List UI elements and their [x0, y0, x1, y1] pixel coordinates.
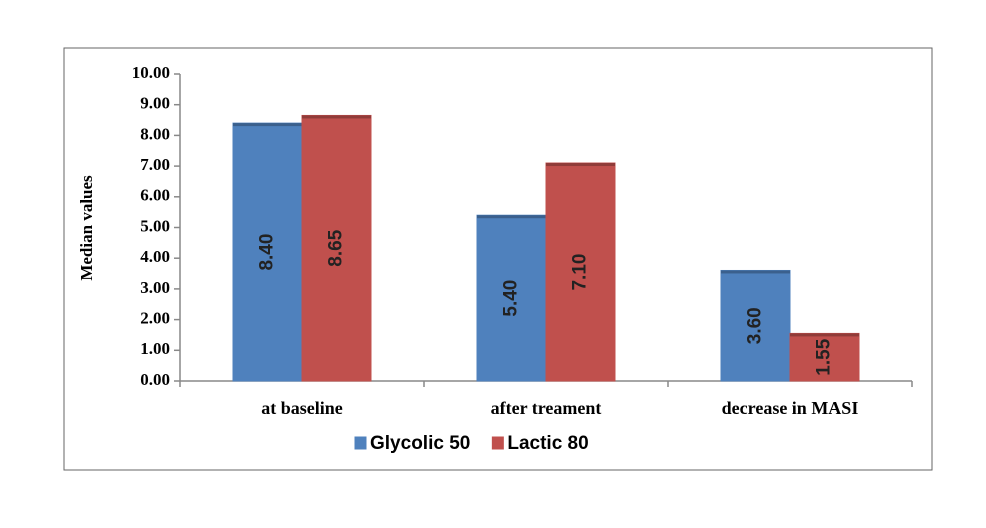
bar: [232, 122, 303, 382]
bar: [789, 332, 860, 382]
value-label: 8.65: [326, 229, 347, 266]
bar: [545, 162, 616, 382]
y-tick-label: 6.00: [140, 186, 170, 205]
x-tick-label: decrease in MASI: [722, 398, 859, 418]
value-label: 1.55: [814, 338, 835, 375]
legend-label: Lactic 80: [507, 433, 588, 454]
x-tick-label: at baseline: [261, 398, 343, 418]
y-tick-label: 2.00: [140, 309, 170, 328]
bar-top: [790, 333, 859, 337]
y-tick-label: 4.00: [140, 247, 170, 266]
bar-top: [546, 163, 615, 167]
legend-label: Glycolic 50: [370, 433, 470, 454]
y-tick-label: 7.00: [140, 155, 170, 174]
bar-top: [721, 270, 790, 274]
bar-top: [477, 215, 546, 219]
y-tick-label: 8.00: [140, 124, 170, 143]
bar: [301, 114, 372, 382]
bar-top: [233, 123, 302, 127]
bar-top: [302, 115, 371, 119]
y-tick-label: 3.00: [140, 278, 170, 297]
legend-swatch: [491, 436, 504, 450]
y-tick-label: 5.00: [140, 216, 170, 235]
y-tick-label: 0.00: [140, 370, 170, 389]
y-tick-label: 9.00: [140, 94, 170, 113]
y-axis-title: Median values: [77, 175, 96, 281]
value-label: 8.40: [257, 234, 278, 271]
value-label: 3.60: [745, 307, 766, 344]
y-tick-label: 10.00: [132, 63, 170, 82]
x-tick-label: after treament: [491, 398, 602, 418]
y-tick-label: 1.00: [140, 339, 170, 358]
legend-swatch: [354, 436, 367, 450]
value-label: 7.10: [570, 254, 591, 291]
value-label: 5.40: [501, 280, 522, 317]
bar: [720, 269, 791, 382]
